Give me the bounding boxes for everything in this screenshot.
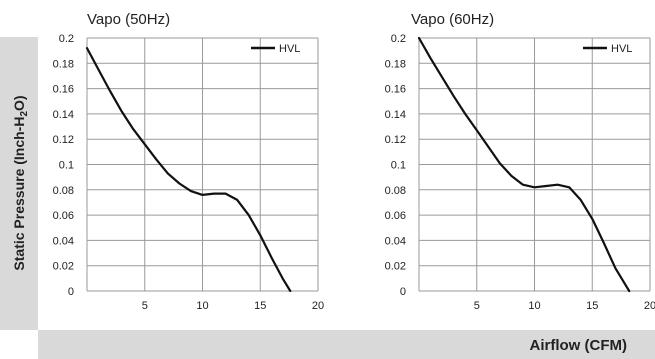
y-tick-label: 0.04: [53, 235, 74, 247]
y-tick-label: 0: [400, 286, 406, 298]
y-tick-label: 0.08: [385, 185, 406, 197]
y-tick-label: 0.16: [53, 84, 74, 96]
y-tick-label: 0.12: [53, 134, 74, 146]
x-axis-title: Airflow (CFM): [529, 337, 627, 354]
y-axis-title-end: O): [11, 95, 27, 111]
chart-vapo-50hz: Vapo (50Hz) 0 0.02 0.04 0.06 0.08 0.1 0.12 0.14 0…: [53, 11, 325, 312]
y-axis-title-subscript: 2: [19, 110, 30, 117]
y-tick-label: 0.06: [385, 210, 406, 222]
y-axis-title-container: Static Pressure (Inch-H2O): [0, 37, 38, 330]
y-tick-label: 0.02: [385, 261, 406, 273]
chart-title: Vapo (60Hz): [411, 11, 494, 28]
y-axis-title-main: Static Pressure (Inch-H: [11, 116, 27, 271]
x-tick-label: 5: [474, 300, 480, 312]
y-tick-label: 0: [68, 286, 74, 298]
y-tick-label: 0.14: [53, 109, 74, 121]
y-tick-label: 0.16: [385, 84, 406, 96]
y-tick-label: 0.02: [53, 261, 74, 273]
series-line-hvl: [417, 36, 631, 293]
legend-label: HVL: [279, 43, 300, 55]
x-tick-label: 10: [196, 300, 208, 312]
y-tick-label: 0.08: [53, 185, 74, 197]
y-tick-label: 0.12: [385, 134, 406, 146]
y-tick-label: 0.1: [391, 160, 406, 172]
y-tick-label: 0.14: [385, 109, 406, 121]
chart-vapo-60hz: Vapo (60Hz) 0 0.02 0.04 0.06 0.08 0.1 0.12 0.14 0…: [385, 11, 655, 312]
x-tick-label: 20: [644, 300, 655, 312]
x-axis-band: [38, 330, 655, 359]
chart-title: Vapo (50Hz): [87, 11, 170, 28]
y-axis-band: [0, 37, 38, 330]
x-tick-label: 15: [254, 300, 266, 312]
x-tick-label: 20: [312, 300, 324, 312]
y-tick-label: 0.1: [59, 160, 74, 172]
y-tick-label: 0.2: [391, 33, 406, 45]
x-tick-label: 5: [142, 300, 148, 312]
series-line-hvl: [85, 47, 292, 293]
y-tick-label: 0.04: [385, 235, 406, 247]
y-tick-label: 0.2: [59, 33, 74, 45]
legend-label: HVL: [611, 43, 632, 55]
y-tick-label: 0.18: [385, 58, 406, 70]
x-tick-label: 15: [586, 300, 598, 312]
y-axis-title: Static Pressure (Inch-H2O): [11, 95, 30, 271]
y-tick-label: 0.06: [53, 210, 74, 222]
y-tick-label: 0.18: [53, 58, 74, 70]
x-tick-label: 10: [528, 300, 540, 312]
